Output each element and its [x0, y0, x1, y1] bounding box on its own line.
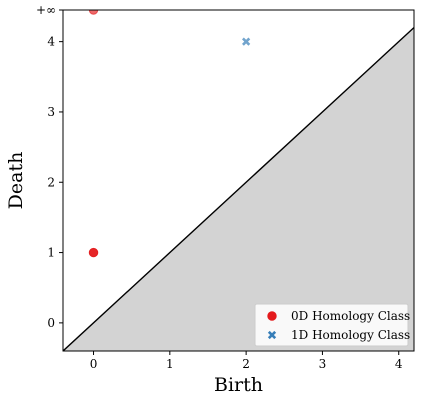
legend-marker — [267, 330, 277, 340]
point-0d — [88, 10, 99, 15]
y-axis-ticks: 0 1 2 3 4 — [47, 35, 63, 330]
y-tick-label: 2 — [47, 175, 55, 189]
x-tick-label: 2 — [242, 357, 250, 371]
y-tick-label: 0 — [47, 316, 55, 330]
point-1d — [242, 37, 251, 46]
y-axis-title: Death — [5, 152, 27, 210]
plot-frame — [62, 9, 415, 352]
point-0d — [88, 247, 99, 258]
infinity-tick-label: +∞ — [36, 3, 56, 17]
legend-marker — [267, 311, 277, 321]
y-tick-label: 4 — [47, 35, 55, 49]
plot-area — [63, 10, 414, 351]
below-diagonal-shading — [63, 27, 414, 351]
x-axis-ticks: 0 1 2 3 4 — [90, 351, 403, 371]
y-tick-label: 3 — [47, 105, 55, 119]
legend: 0D Homology Class 1D Homology Class — [254, 303, 410, 347]
x-tick-label: 4 — [395, 357, 403, 371]
x-tick-label: 1 — [166, 357, 174, 371]
diagonal-line — [63, 26, 414, 351]
legend-label: 0D Homology Class — [291, 309, 410, 323]
data-points — [88, 10, 251, 258]
y-tick-label: 1 — [47, 246, 55, 260]
x-tick-label: 0 — [90, 357, 98, 371]
x-tick-label: 3 — [319, 357, 327, 371]
legend-box — [254, 303, 409, 347]
x-axis-title: Birth — [214, 374, 263, 396]
legend-label: 1D Homology Class — [291, 328, 410, 342]
